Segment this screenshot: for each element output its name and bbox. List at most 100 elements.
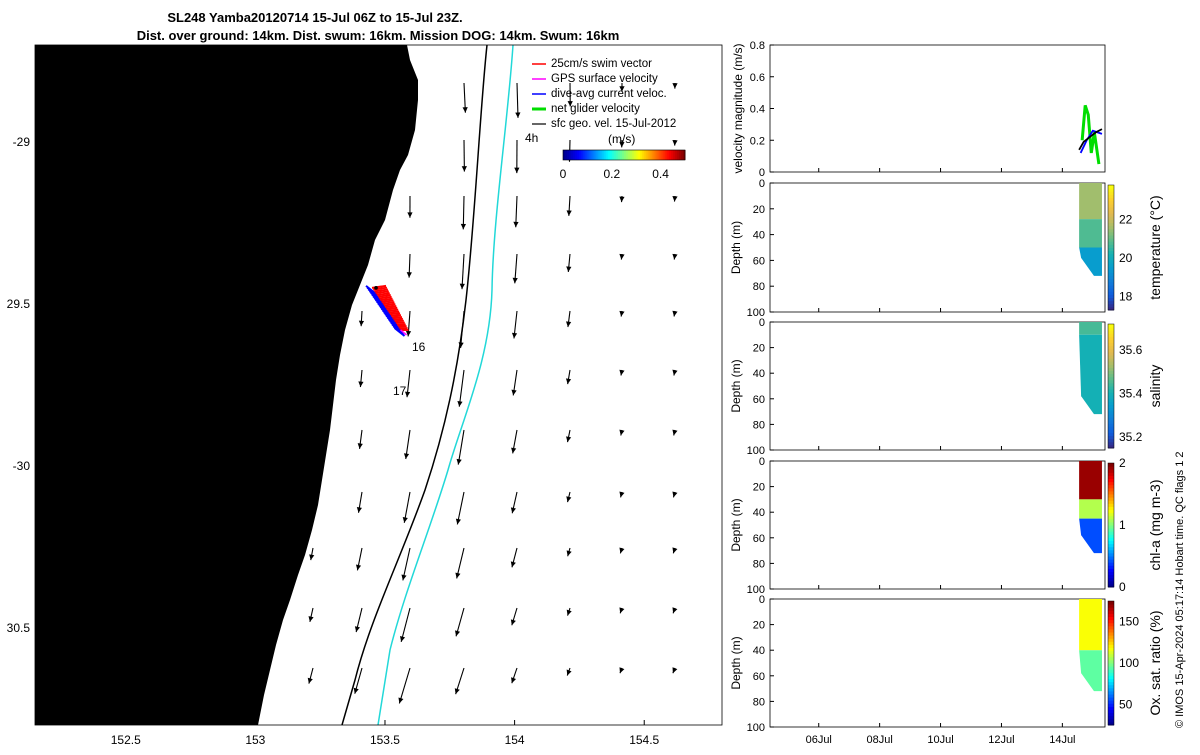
colorbar-segment [1108, 364, 1114, 368]
map-y-tick-label: -30 [13, 459, 31, 473]
geo-vector-head [406, 331, 411, 337]
colorbar-segment [1108, 282, 1114, 286]
colorbar-segment [1108, 666, 1114, 670]
y-tick-label: 0 [759, 178, 765, 190]
geo-vector-head [511, 677, 516, 683]
colorbar-segment [1108, 651, 1114, 655]
colorbar-segment [1108, 694, 1114, 698]
colorbar-segment [1108, 298, 1114, 302]
geo-vector-head [513, 278, 518, 284]
colorbar-tick-label: 35.4 [1119, 387, 1143, 401]
colorbar-segment [1108, 371, 1114, 375]
x-tick-label: 10Jul [927, 734, 953, 746]
colorbar-segment [1108, 408, 1114, 412]
colorbar-segment [1108, 260, 1114, 264]
y-tick-label: 80 [753, 419, 765, 431]
colorbar-segment [1108, 439, 1114, 443]
colorbar-tick-label: 0 [1119, 580, 1126, 594]
y-tick-label: 60 [753, 394, 765, 406]
x-tick-label: 12Jul [988, 734, 1014, 746]
colorbar-tick-label: 18 [1119, 290, 1133, 304]
geo-vector-head [403, 517, 408, 523]
geo-vector-head [566, 436, 571, 442]
colorbar-label: temperature (°C) [1147, 195, 1163, 299]
y-tick-label: 40 [753, 230, 765, 242]
geo-vector-head [619, 607, 624, 613]
depth-ylabel: Depth (m) [729, 498, 743, 551]
colorbar-tick-label: 0 [560, 167, 567, 181]
y-tick-label: 40 [753, 368, 765, 380]
colorbar-segment [1108, 266, 1114, 270]
colorbar-segment [1108, 361, 1114, 365]
colorbar-segment [1108, 617, 1114, 621]
geo-vector-head [619, 430, 624, 436]
colorbar-segment [1108, 485, 1114, 489]
colorbar-segment [1108, 562, 1114, 566]
colorbar-segment [1108, 556, 1114, 560]
colorbar-segment [1108, 620, 1114, 624]
colorbar-segment [1108, 241, 1114, 245]
colorbar-segment [1108, 188, 1114, 192]
colorbar-segment [1108, 216, 1114, 220]
colorbar-segment [1108, 223, 1114, 227]
panel-frame [770, 183, 1105, 312]
colorbar-segment [1108, 629, 1114, 633]
colorbar-segment [1108, 466, 1114, 470]
colorbar-segment [1108, 210, 1114, 214]
colorbar-segment [1108, 349, 1114, 353]
colorbar-segment [1108, 333, 1114, 337]
colorbar-segment [1108, 697, 1114, 701]
geo-vector-head [359, 321, 364, 327]
geo-vector-head [461, 224, 466, 229]
colorbar-segment [1108, 672, 1114, 676]
colorbar-segment [1108, 503, 1114, 507]
colorbar-segment [1108, 626, 1114, 630]
colorbar-segment [1108, 537, 1114, 541]
colorbar-segment [1108, 491, 1114, 495]
geo-vector-head [672, 311, 677, 317]
y-tick-label: 80 [753, 558, 765, 570]
colorbar-segment [1108, 469, 1114, 473]
colorbar-tick-label: 1 [1119, 518, 1126, 532]
swim-vector [387, 310, 398, 311]
legend-swim-vector: 25cm/s swim vector [551, 58, 652, 70]
geo-vector-head [672, 254, 677, 260]
swim-vector [393, 319, 403, 320]
colorbar-segment [1108, 414, 1114, 418]
colorbar-segment [1108, 581, 1114, 585]
colorbar-segment [1108, 475, 1114, 479]
colorbar-segment [1108, 472, 1114, 476]
x-tick-label: 14Jul [1049, 734, 1075, 746]
y-tick-label: 60 [753, 533, 765, 545]
map-y-tick-label: 29.5 [7, 297, 31, 311]
geo-vector-head [511, 448, 516, 454]
colorbar-segment [1108, 516, 1114, 520]
swim-vector [391, 315, 401, 316]
profile-cell [1079, 183, 1102, 219]
profile-cell [1079, 219, 1102, 247]
x-tick-label: 06Jul [806, 734, 832, 746]
colorbar-segment [1108, 679, 1114, 683]
geo-vector-head [567, 670, 572, 676]
velocity-ylabel: velocity magnitude (m/s) [731, 43, 745, 173]
swim-vector [384, 304, 396, 305]
colorbar-segment [1108, 572, 1114, 576]
map-x-tick-label: 152.5 [111, 733, 141, 747]
colorbar-segment [1108, 340, 1114, 344]
geo-vector-head [514, 168, 519, 173]
geo-vector-head [511, 390, 516, 396]
colorbar-segment [1108, 254, 1114, 258]
geo-vector-head [355, 626, 360, 632]
colorbar-segment [1108, 601, 1114, 605]
y-tick-label: 20 [753, 204, 765, 216]
colorbar-segment [1108, 358, 1114, 362]
colorbar-label: chl-a (mg m-3) [1147, 479, 1163, 570]
track-label-17: 17 [393, 384, 407, 398]
y-tick-label: 60 [753, 671, 765, 683]
colorbar-segment [1108, 575, 1114, 579]
colorbar-segment [1108, 497, 1114, 501]
colorbar-tick-label: 150 [1119, 615, 1139, 629]
colorbar-segment [1108, 513, 1114, 517]
colorbar-segment [1108, 380, 1114, 384]
